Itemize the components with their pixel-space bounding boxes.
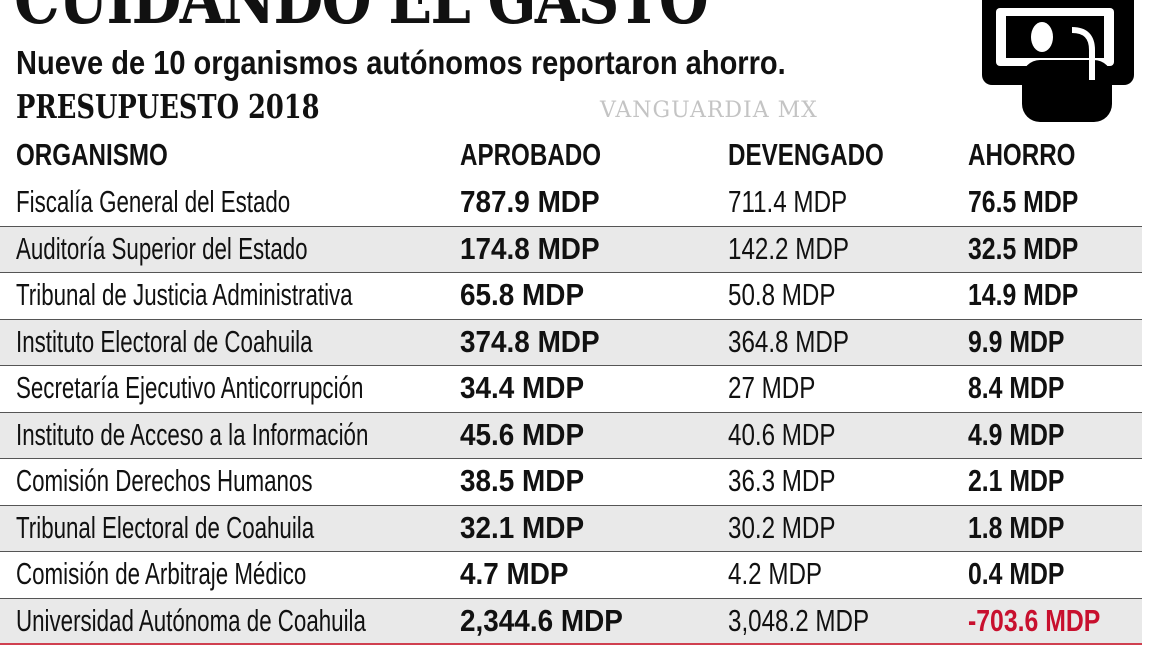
cell-devengado: 36.3 MDP [728,463,836,498]
cell-devengado: 4.2 MDP [728,556,823,591]
cell-devengado: 30.2 MDP [728,509,836,545]
cell-ahorro: 4.9 MDP [968,416,1065,452]
cell-organismo: Universidad Autónoma de Coahuila [16,602,366,638]
cell-ahorro: 8.4 MDP [968,370,1065,405]
money-bill-hand-icon [982,0,1134,122]
column-header-organismo: ORGANISMO [16,137,168,172]
subtitle: Nueve de 10 organismos autónomos reporta… [16,44,786,81]
cell-devengado: 3,048.2 MDP [728,602,870,638]
cell-organismo: Instituto Electoral de Coahuila [16,323,313,359]
column-header-devengado: DEVENGADO [728,137,884,172]
cell-organismo: Tribunal Electoral de Coahuila [16,509,315,545]
cell-ahorro: 9.9 MDP [968,323,1065,359]
table-row: Comisión de Arbitraje Médico 4.7 MDP 4.2 M… [0,552,1142,599]
budget-table: Fiscalía General del Estado 787.9 MDP 711.… [0,180,1142,645]
cell-organismo: Comisión de Arbitraje Médico [16,556,307,591]
cell-aprobado: 4.7 MDP [460,556,569,591]
cell-aprobado: 374.8 MDP [460,323,600,359]
cell-aprobado: 45.6 MDP [460,416,585,452]
cell-ahorro: 0.4 MDP [968,556,1065,591]
table-row: Instituto de Acceso a la Información 45.6… [0,412,1142,459]
cell-aprobado: 65.8 MDP [460,277,585,312]
cell-devengado: 711.4 MDP [728,184,848,219]
cell-organismo: Tribunal de Justicia Administrativa [16,277,353,312]
cell-ahorro: 32.5 MDP [968,230,1079,266]
table-row: Tribunal de Justicia Administrativa 65.8 … [0,273,1142,320]
cell-devengado: 50.8 MDP [728,277,836,312]
cell-organismo: Instituto de Acceso a la Información [16,416,369,452]
cell-devengado: 40.6 MDP [728,416,836,452]
cell-aprobado: 32.1 MDP [460,509,585,545]
cell-ahorro: -703.6 MDP [968,602,1101,638]
table-row: Secretaría Ejecutivo Anticorrupción 34.4 … [0,366,1142,413]
watermark: VANGUARDIA MX [600,98,818,123]
cell-devengado: 27 MDP [728,370,816,405]
column-header-ahorro: AHORRO [968,137,1076,172]
cell-aprobado: 38.5 MDP [460,463,585,498]
table-row: Tribunal Electoral de Coahuila 32.1 MDP 30… [0,505,1142,552]
cell-ahorro: 2.1 MDP [968,463,1065,498]
cell-ahorro: 14.9 MDP [968,277,1079,312]
cell-ahorro: 76.5 MDP [968,184,1079,219]
cell-devengado: 364.8 MDP [728,323,849,359]
cell-aprobado: 174.8 MDP [460,230,600,266]
cell-ahorro: 1.8 MDP [968,509,1065,545]
cell-organismo: Auditoría Superior del Estado [16,230,308,266]
cell-organismo: Fiscalía General del Estado [16,184,291,219]
table-row: Instituto Electoral de Coahuila 374.8 MDP… [0,319,1142,366]
cell-aprobado: 787.9 MDP [460,184,600,219]
column-header-aprobado: APROBADO [460,137,602,172]
table-row: Universidad Autónoma de Coahuila 2,344.6 … [0,598,1142,645]
section-label: PRESUPUESTO 2018 [16,87,320,126]
cell-organismo: Comisión Derechos Humanos [16,463,313,498]
table-row: Fiscalía General del Estado 787.9 MDP 711.… [0,180,1142,227]
cell-devengado: 142.2 MDP [728,230,849,266]
cell-aprobado: 2,344.6 MDP [460,602,623,638]
page-title: CUIDANDO EL GASTO [14,0,709,34]
cell-aprobado: 34.4 MDP [460,370,585,405]
table-row: Auditoría Superior del Estado 174.8 MDP 14… [0,226,1142,273]
table-row: Comisión Derechos Humanos 38.5 MDP 36.3 MD… [0,459,1142,506]
cell-organismo: Secretaría Ejecutivo Anticorrupción [16,370,364,405]
